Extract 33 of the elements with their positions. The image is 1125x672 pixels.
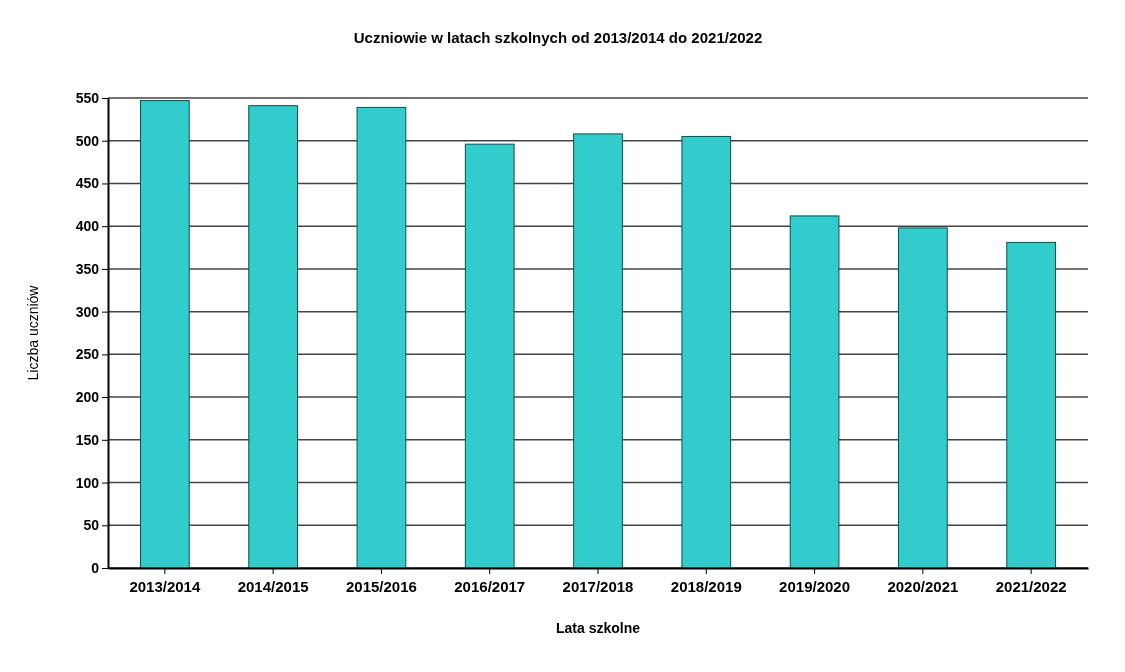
y-tick-label: 250 <box>75 346 100 363</box>
bar <box>356 106 407 569</box>
bar <box>248 105 298 569</box>
y-tick-label: 350 <box>75 260 100 277</box>
y-tick-label: 200 <box>75 389 100 406</box>
x-tick-label: 2013/2014 <box>129 578 201 595</box>
bar <box>789 215 840 569</box>
x-tick-label: 2018/2019 <box>670 578 742 595</box>
x-tick-label: 2019/2020 <box>779 578 851 595</box>
y-tick-label: 400 <box>75 218 100 235</box>
bar <box>139 100 190 569</box>
y-tick-label: 500 <box>75 132 100 149</box>
y-tick-label: 450 <box>75 175 100 192</box>
y-tick-label: 100 <box>75 474 100 491</box>
x-axis-title: Lata szkolne <box>555 620 641 636</box>
chart-title: Uczniowie w latach szkolnych od 2013/2014 do 2021/2022 <box>353 29 763 46</box>
bar <box>898 227 948 569</box>
x-tick-label: 2021/2022 <box>995 578 1067 595</box>
bar <box>1006 241 1057 569</box>
bar <box>681 135 732 569</box>
y-tick-label: 550 <box>75 89 100 106</box>
y-tick-label: 0 <box>91 559 100 576</box>
y-axis-title: Liczba uczniów <box>25 284 41 381</box>
y-tick-label: 50 <box>83 517 100 534</box>
x-tick-label: 2014/2015 <box>237 578 309 595</box>
y-tick-label: 300 <box>75 303 100 320</box>
bar <box>573 133 623 569</box>
y-tick-label: 150 <box>75 431 100 448</box>
x-tick-label: 2017/2018 <box>562 578 634 595</box>
x-tick-label: 2016/2017 <box>454 578 526 595</box>
x-tick-label: 2015/2016 <box>345 578 417 595</box>
x-tick-label: 2020/2021 <box>887 578 959 595</box>
bar <box>464 143 515 569</box>
